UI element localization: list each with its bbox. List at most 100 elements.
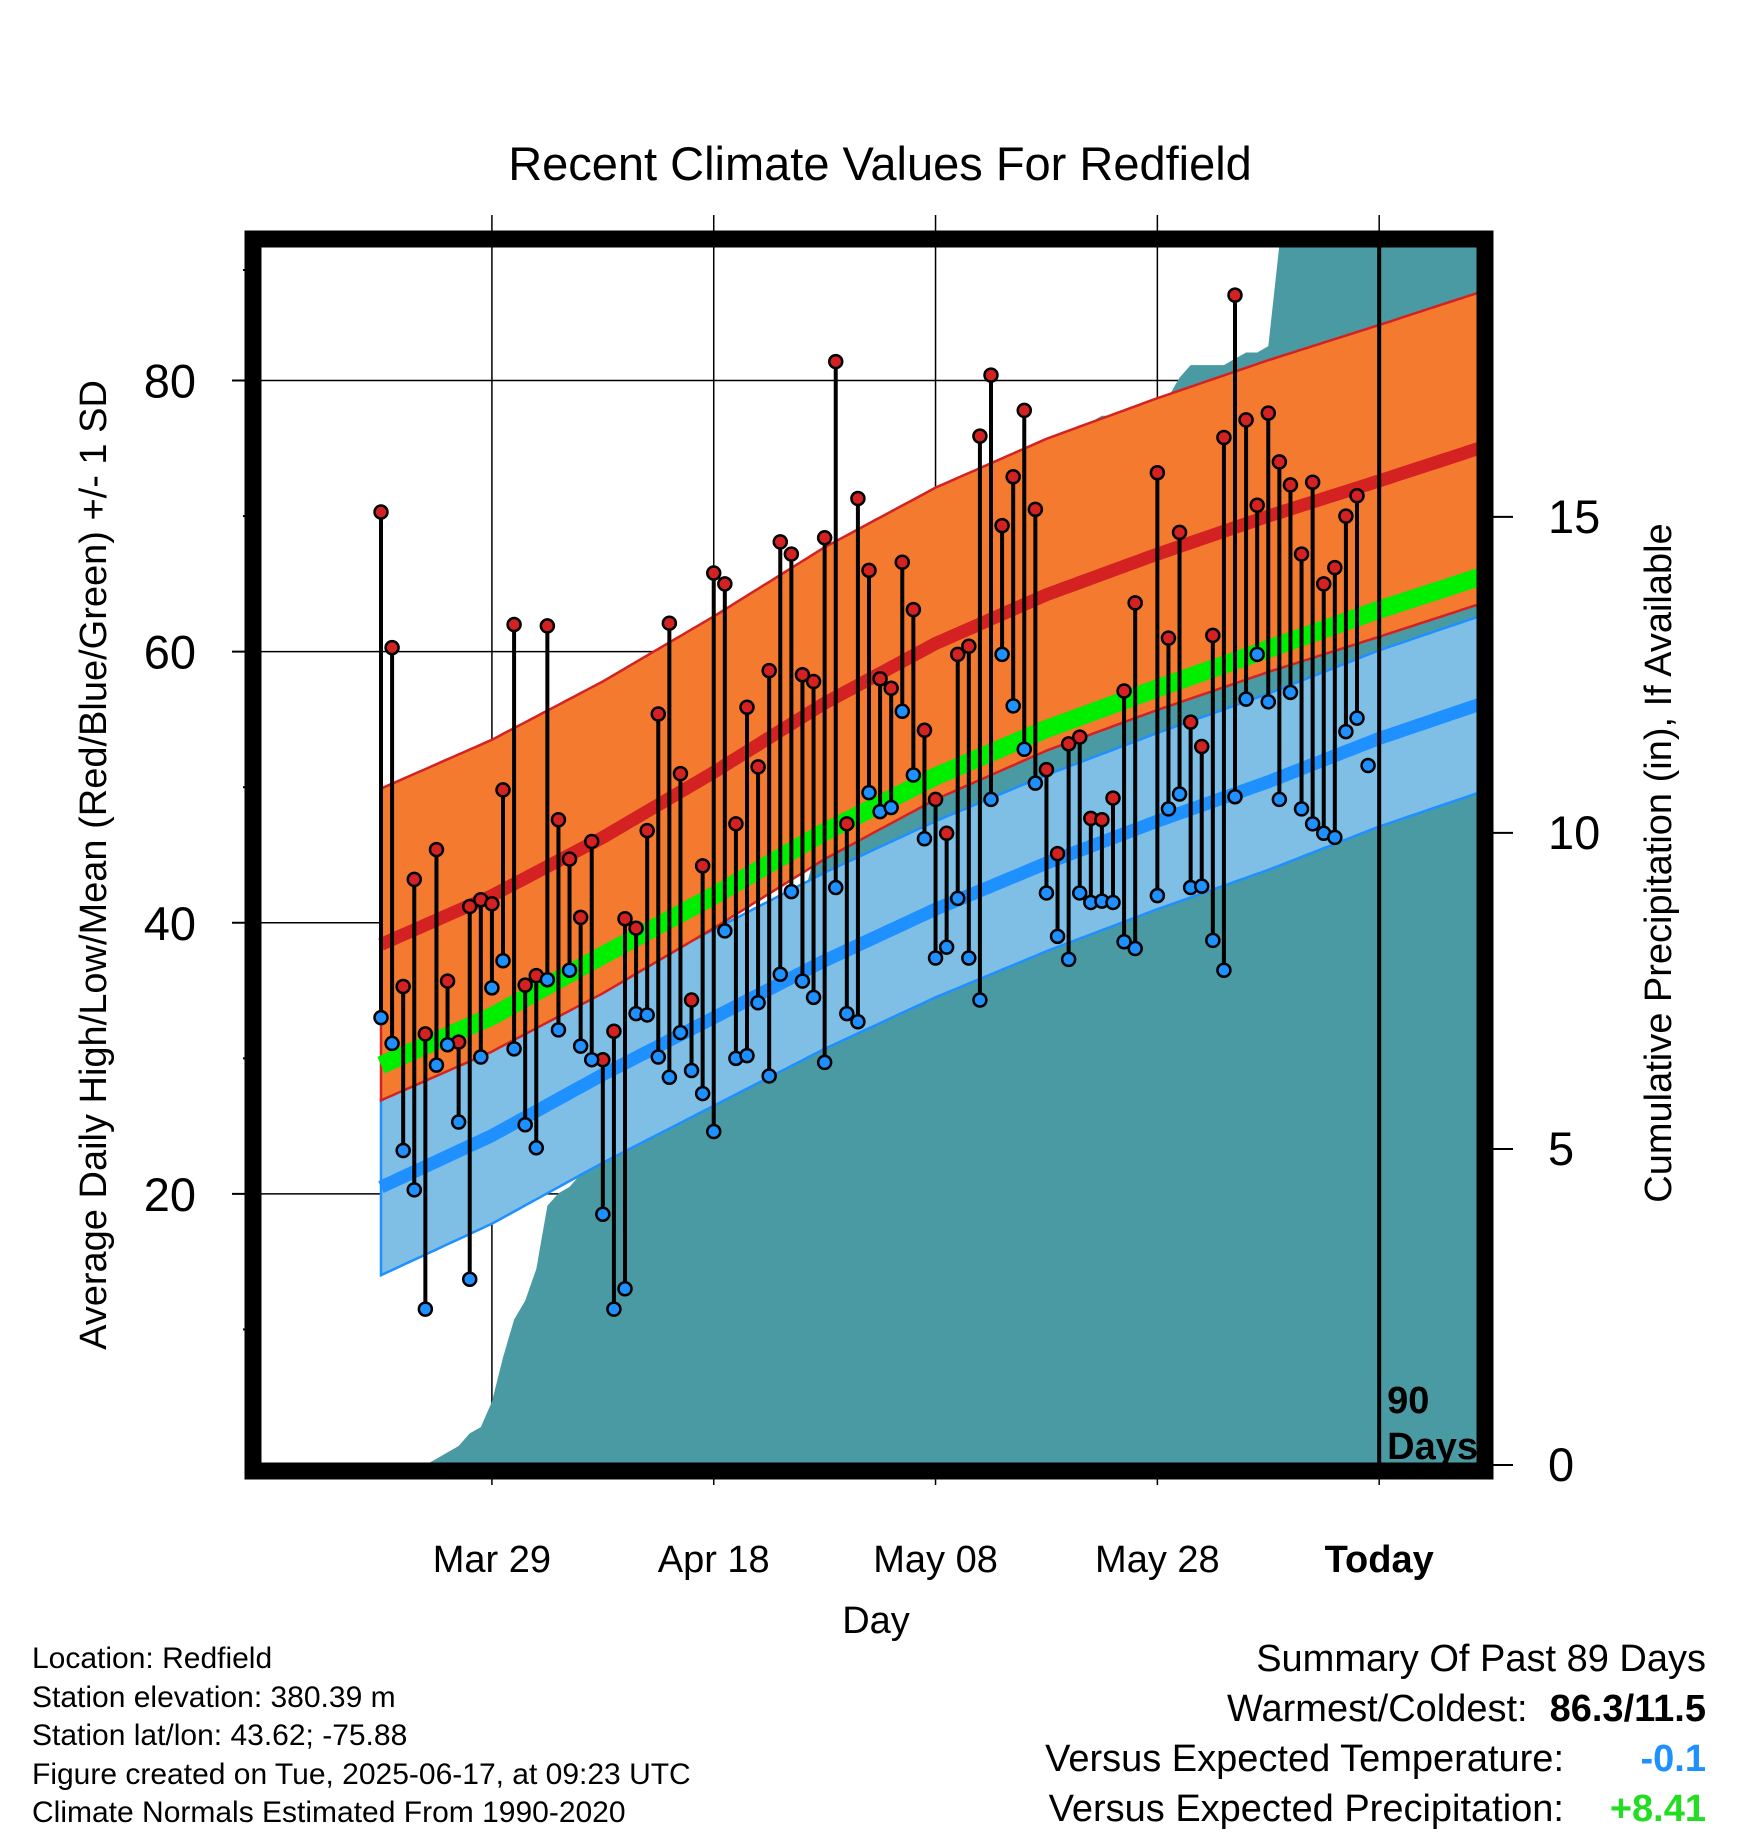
y-tick-label: 80 [144, 355, 196, 408]
x-tick-label: Apr 18 [658, 1539, 770, 1581]
daily-high-point [850, 490, 866, 507]
daily-high-point [406, 871, 423, 888]
daily-high-point [861, 562, 877, 579]
daily-high-point [927, 791, 944, 808]
daily-high-point [1227, 287, 1243, 303]
daily-high-point [739, 699, 755, 715]
daily-low-point [1127, 940, 1143, 957]
warmest-coldest-row: Warmest/Coldest: 86.3/11.5 [1045, 1684, 1706, 1734]
daily-low-point [861, 784, 877, 801]
daily-low-point [539, 971, 556, 988]
daily-low-point [572, 1038, 589, 1054]
daily-high-point [439, 973, 456, 989]
daily-high-point [1271, 454, 1288, 470]
daily-low-point [1227, 788, 1243, 805]
daily-low-point [395, 1142, 411, 1159]
daily-high-point [517, 977, 533, 993]
daily-high-point [894, 554, 911, 570]
daily-high-point [650, 706, 667, 722]
created-text: Figure created on Tue, 2025-06-17, at 09… [32, 1757, 691, 1791]
temp-anomaly-row: Versus Expected Temperature: -0.1 [1045, 1734, 1706, 1784]
daily-low-point [1216, 962, 1232, 978]
precip-anomaly-label: Versus Expected Precipitation: [1048, 1788, 1564, 1830]
daily-high-point [816, 530, 833, 546]
daily-low-point [617, 1281, 633, 1297]
summary-heading: Summary Of Past 89 Days [1256, 1638, 1706, 1680]
daily-low-point [983, 791, 999, 808]
daily-low-point [495, 952, 511, 969]
daily-low-point [1016, 741, 1033, 758]
daily-low-point [694, 1085, 711, 1102]
daily-high-point [728, 816, 744, 832]
daily-low-point [1116, 934, 1132, 950]
daily-high-point [495, 782, 511, 798]
y2-tick-label: 0 [1548, 1438, 1574, 1491]
daily-high-point [750, 759, 766, 775]
y2-tick-label: 10 [1548, 806, 1600, 859]
daily-low-point [1271, 791, 1288, 808]
daily-high-point [1060, 736, 1077, 752]
daily-high-point [417, 1026, 434, 1042]
avg-mean-line [377, 568, 1482, 1074]
daily-high-point [572, 909, 589, 926]
daily-low-point [650, 1049, 667, 1065]
daily-low-point [772, 966, 789, 983]
daily-high-point [1149, 464, 1166, 481]
daily-low-point [1205, 932, 1221, 949]
temp-anomaly-value: -0.1 [1640, 1738, 1706, 1780]
daily-high-point [617, 910, 633, 927]
daily-low-point [417, 1301, 434, 1317]
daily-low-point [739, 1047, 755, 1064]
daily-high-point [938, 825, 955, 842]
daily-high-point [717, 576, 733, 592]
daily-low-point [373, 1009, 389, 1026]
daily-low-point [1005, 698, 1021, 714]
daily-high-point [1049, 845, 1066, 862]
daily-high-point [1116, 683, 1132, 699]
daily-high-point [672, 765, 689, 782]
daily-low-point [606, 1301, 622, 1317]
precip-anomaly-value: +8.41 [1609, 1788, 1706, 1830]
daily-high-point [1105, 790, 1121, 806]
daily-low-point [827, 879, 844, 896]
daily-high-point [1282, 477, 1299, 493]
daily-low-point [839, 1005, 855, 1022]
x-tick-label: Today [1325, 1539, 1434, 1581]
daily-high-point [1027, 501, 1044, 518]
daily-high-point [428, 841, 445, 858]
daily-low-point [1327, 829, 1343, 846]
summary-panel: Summary Of Past 89 Days Warmest/Coldest:… [1045, 1634, 1706, 1834]
daily-high-point [1005, 469, 1021, 485]
daily-high-point [1349, 488, 1365, 504]
daily-low-point [406, 1182, 423, 1198]
daily-high-point [916, 722, 933, 739]
daily-low-point [783, 883, 800, 900]
daily-low-point [461, 1271, 478, 1288]
daily-high-point [772, 534, 789, 550]
today-window-label: Days [1387, 1426, 1478, 1468]
daily-high-point [883, 680, 899, 697]
daily-low-point [1282, 684, 1299, 701]
daily-low-point [550, 1022, 567, 1038]
daily-high-point [1249, 497, 1265, 514]
daily-high-point [839, 816, 855, 832]
daily-low-point [883, 799, 899, 816]
daily-high-point [783, 546, 800, 562]
daily-low-point [1338, 723, 1354, 740]
daily-high-point [1238, 412, 1254, 428]
y-tick-label: 20 [144, 1168, 196, 1221]
daily-low-point [949, 890, 966, 907]
x-tick-label: May 08 [873, 1539, 998, 1581]
daily-low-point [473, 1049, 489, 1065]
daily-high-point [1293, 546, 1310, 562]
daily-low-point [761, 1068, 777, 1084]
daily-low-point [517, 1117, 533, 1133]
daily-low-point [1349, 710, 1365, 726]
daily-low-point [938, 939, 955, 955]
daily-low-point [1171, 786, 1188, 802]
daily-low-point [1293, 801, 1310, 817]
daily-high-point [1127, 595, 1143, 611]
warmest-coldest-value: 86.3/11.5 [1549, 1688, 1706, 1730]
daily-low-point [805, 989, 822, 1006]
station-info: Location: Redfield Station elevation: 38… [32, 1640, 691, 1833]
